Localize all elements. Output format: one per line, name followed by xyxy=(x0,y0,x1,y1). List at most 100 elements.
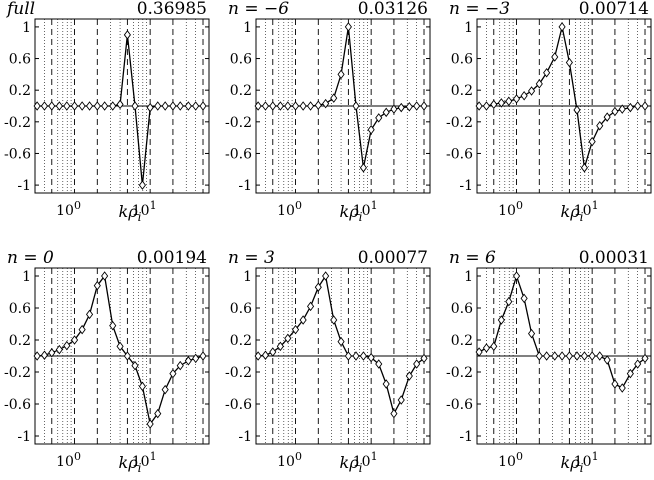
y-tick-label: -0.6 xyxy=(4,397,31,413)
data-point xyxy=(641,353,649,364)
y-tick-label: 0.6 xyxy=(230,52,252,68)
data-point xyxy=(359,351,367,361)
data-point xyxy=(78,324,86,335)
data-point xyxy=(551,351,559,361)
data-point xyxy=(596,351,604,361)
panel-value-label: 0.00194 xyxy=(137,248,207,268)
panel-value-label: 0.00714 xyxy=(579,0,649,19)
data-point xyxy=(497,98,505,108)
panel-title: n = 3 xyxy=(228,248,275,268)
data-point xyxy=(192,353,200,364)
y-tick-label: 0.2 xyxy=(230,333,252,349)
data-point xyxy=(352,351,360,361)
data-point xyxy=(93,280,101,291)
data-point xyxy=(359,162,367,173)
data-point xyxy=(482,343,491,353)
panel-value-label: 0.36985 xyxy=(137,0,207,19)
y-tick-label: -1 xyxy=(459,178,473,194)
data-point xyxy=(535,351,543,361)
data-point xyxy=(588,136,596,147)
data-point xyxy=(573,351,581,361)
panel-value-label: 0.00031 xyxy=(579,248,649,268)
x-tick-label: 100 xyxy=(498,199,523,219)
data-point xyxy=(199,351,207,361)
data-point xyxy=(63,340,71,351)
data-point xyxy=(131,360,139,371)
data-point xyxy=(490,99,498,110)
data-point xyxy=(580,351,588,361)
data-point xyxy=(352,101,360,111)
y-tick-label: 0.2 xyxy=(451,83,473,99)
y-tick-label: -0.2 xyxy=(225,365,252,381)
panel-title: n = −3 xyxy=(449,0,510,19)
data-point xyxy=(131,101,139,111)
data-point xyxy=(611,379,619,389)
x-tick-label: 100 xyxy=(277,199,302,219)
data-point xyxy=(475,101,483,111)
data-point xyxy=(138,180,146,190)
y-tick-label: 1 xyxy=(22,269,31,285)
x-tick-label: 100 xyxy=(277,450,302,470)
data-point xyxy=(565,351,573,361)
data-point xyxy=(40,350,49,360)
data-point xyxy=(626,102,634,113)
panel-value-label: 0.00077 xyxy=(358,248,428,268)
data-point xyxy=(154,408,162,419)
y-tick-label: 1 xyxy=(243,20,252,36)
x-axis-label: kρi xyxy=(119,202,142,224)
data-point xyxy=(382,379,390,389)
data-point xyxy=(299,315,307,325)
data-point xyxy=(33,101,41,111)
y-tick-label: 0.2 xyxy=(9,333,31,349)
data-point xyxy=(169,101,177,111)
data-point xyxy=(254,351,262,361)
y-tick-label: -0.2 xyxy=(4,365,31,381)
panel-title: n = −6 xyxy=(228,0,289,19)
data-point xyxy=(337,336,345,347)
data-point xyxy=(367,124,375,135)
data-point xyxy=(520,293,528,304)
data-point xyxy=(475,347,483,357)
data-point xyxy=(505,296,513,307)
data-point xyxy=(101,101,109,111)
data-point xyxy=(40,101,49,111)
data-point xyxy=(123,30,131,40)
y-tick-label: 0.6 xyxy=(451,52,473,68)
data-point xyxy=(109,101,117,111)
data-point xyxy=(405,102,413,112)
y-tick-label: 0.2 xyxy=(9,83,31,99)
data-point xyxy=(420,101,428,111)
data-point xyxy=(634,359,642,369)
data-point xyxy=(420,353,428,364)
data-point xyxy=(116,99,124,110)
data-point xyxy=(276,101,284,111)
data-point xyxy=(146,102,154,113)
data-point xyxy=(123,351,131,361)
y-tick-label: 0.6 xyxy=(451,301,473,317)
x-tick-label: 101 xyxy=(574,199,599,219)
panel-title: full xyxy=(5,0,35,19)
data-point xyxy=(55,101,63,111)
y-tick-label: 1 xyxy=(243,269,252,285)
data-point xyxy=(558,351,566,361)
data-point xyxy=(611,106,619,117)
axes-frame xyxy=(476,267,652,445)
data-point xyxy=(397,102,405,113)
y-tick-label: 0.2 xyxy=(230,83,252,99)
data-point xyxy=(497,315,505,325)
x-axis-label: kρi xyxy=(561,202,584,224)
data-point xyxy=(551,52,559,62)
data-point xyxy=(603,112,611,122)
data-point xyxy=(367,352,375,363)
data-point xyxy=(505,96,513,107)
data-point xyxy=(618,383,626,393)
data-point xyxy=(375,113,383,123)
data-point xyxy=(535,79,543,89)
y-tick-label: -1 xyxy=(17,178,31,194)
data-point xyxy=(154,101,162,111)
